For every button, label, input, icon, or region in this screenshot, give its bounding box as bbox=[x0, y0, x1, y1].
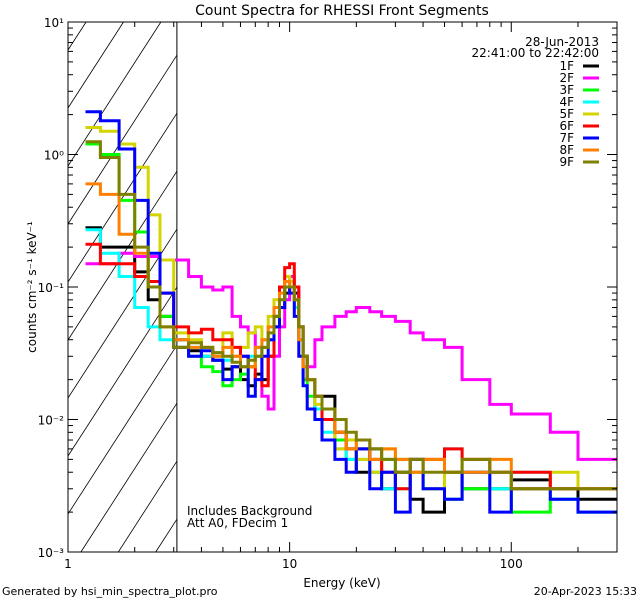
series-1F bbox=[85, 226, 617, 514]
series-5F bbox=[85, 126, 617, 491]
series-group bbox=[85, 110, 617, 514]
x-tick-label: 100 bbox=[500, 557, 523, 571]
y-tick-label: 10⁻² bbox=[38, 414, 65, 428]
x-tick-label: 10 bbox=[282, 557, 297, 571]
series-4F bbox=[85, 228, 617, 514]
legend-label-3F: 3F bbox=[559, 83, 574, 97]
axis-ticks: 1 10 100 10¹ 10⁰ 10⁻¹ 10⁻² 10⁻³ bbox=[38, 16, 618, 571]
y-tick-label: 10⁻³ bbox=[38, 546, 65, 560]
footer-timestamp: 20-Apr-2023 15:33 bbox=[534, 585, 637, 598]
hatched-region bbox=[67, 21, 178, 553]
y-tick-label: 10¹ bbox=[44, 16, 64, 30]
hatch-line bbox=[67, 21, 162, 167]
series-6F bbox=[85, 242, 617, 491]
hatch-line bbox=[117, 460, 178, 553]
series-7F bbox=[85, 110, 617, 514]
x-axis-label: Energy (keV) bbox=[303, 576, 380, 590]
annotation-background: Includes Background bbox=[187, 504, 312, 518]
footer-generated-by: Generated by hsi_min_spectra_plot.pro bbox=[2, 585, 218, 598]
legend-label-2F: 2F bbox=[559, 71, 574, 85]
hatch-line bbox=[67, 112, 178, 283]
legend-label-4F: 4F bbox=[559, 95, 574, 109]
y-tick-label: 10⁰ bbox=[44, 149, 64, 163]
y-axis-label: counts cm⁻² s⁻¹ keV⁻¹ bbox=[25, 221, 39, 353]
series-8F bbox=[85, 182, 617, 491]
y-tick-label: 10⁻¹ bbox=[38, 281, 65, 295]
series-2F bbox=[85, 251, 617, 461]
hatch-line bbox=[67, 21, 87, 51]
legend-label-9F: 9F bbox=[559, 155, 574, 169]
legend-label-5F: 5F bbox=[559, 107, 574, 121]
hatch-line bbox=[67, 170, 178, 341]
hatch-line bbox=[155, 518, 178, 553]
legend-label-1F: 1F bbox=[559, 59, 574, 73]
hatch-line bbox=[67, 344, 178, 515]
legend-label-6F: 6F bbox=[559, 119, 574, 133]
hatch-line bbox=[67, 54, 178, 225]
series-9F bbox=[85, 140, 617, 491]
hatch-line bbox=[67, 21, 124, 109]
time-range-label: 22:41:00 to 22:42:00 bbox=[472, 46, 599, 60]
chart-title: Count Spectra for RHESSI Front Segments bbox=[195, 3, 489, 19]
legend-label-7F: 7F bbox=[559, 131, 574, 145]
annotation-attenuator: Att A0, FDecim 1 bbox=[187, 516, 288, 530]
date-label: 28-Jun-2013 bbox=[525, 35, 599, 49]
hatch-line bbox=[80, 402, 178, 553]
legend-label-8F: 8F bbox=[559, 143, 574, 157]
x-tick-label: 1 bbox=[64, 557, 72, 571]
